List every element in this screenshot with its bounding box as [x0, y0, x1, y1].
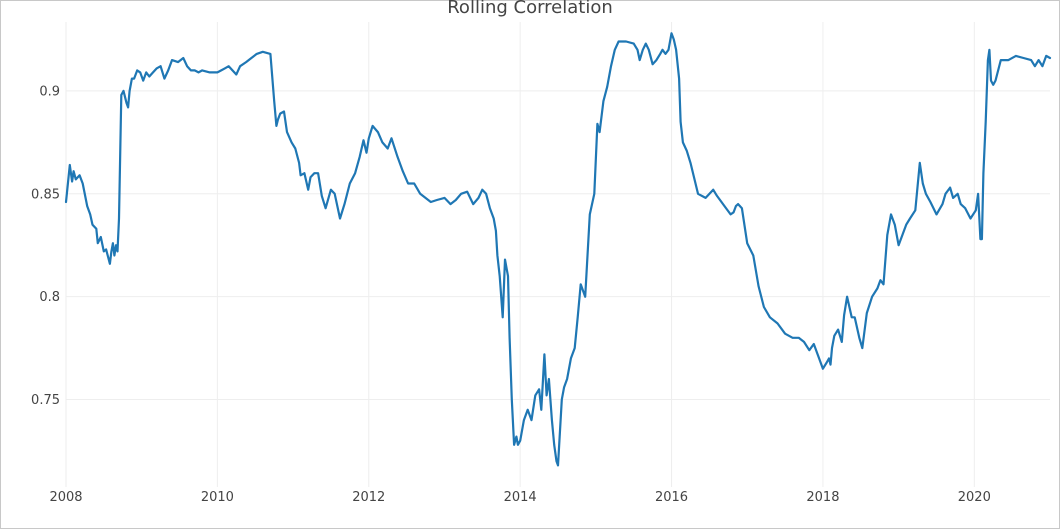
y-tick-label-0.85: 0.85: [31, 187, 60, 202]
y-tick-label-0.9: 0.9: [39, 84, 60, 99]
x-tick-label-2008: 2008: [49, 490, 82, 505]
x-tick-label-2016: 2016: [655, 490, 688, 505]
grid-layer: [65, 22, 1050, 487]
series-line-1: [64, 32, 1052, 467]
x-tick-label-2014: 2014: [504, 490, 537, 505]
x-tick-label-2020: 2020: [958, 490, 991, 505]
y-tick-label-0.75: 0.75: [31, 393, 60, 408]
x-tick-label-2010: 2010: [201, 490, 234, 505]
series-layer: [64, 32, 1052, 467]
x-tick-label-2018: 2018: [806, 490, 839, 505]
y-tick-label-0.8: 0.8: [39, 290, 60, 305]
x-tick-label-2012: 2012: [352, 490, 385, 505]
tick-label-layer: 2008 2010 2012 2014 2016 2018 2020 0.75 0.8 0.85 0…: [31, 84, 991, 505]
chart-title: Rolling Correlation: [447, 0, 613, 18]
